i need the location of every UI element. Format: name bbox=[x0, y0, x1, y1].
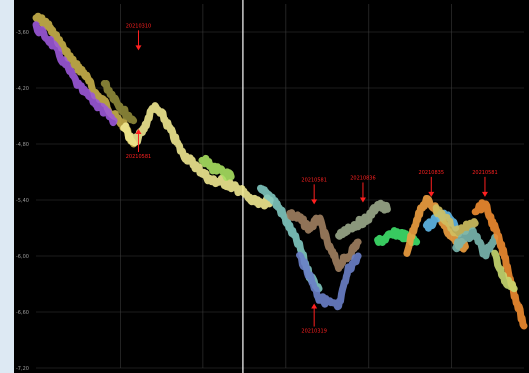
annotation-arrow-head bbox=[135, 45, 142, 51]
series-band-1 bbox=[32, 21, 118, 127]
series-layer bbox=[32, 12, 528, 330]
annotation-arrow-head bbox=[359, 197, 366, 203]
series-band-15 bbox=[491, 249, 518, 293]
series-band-8 bbox=[335, 199, 391, 240]
series-band-0 bbox=[32, 12, 138, 148]
y-tick-label: -4,80 bbox=[16, 142, 29, 148]
series-band-12 bbox=[432, 204, 479, 238]
chart-svg: -3,60 -4,20 -4,80 -5,40 -6,00 -6,60 -7,20 2021… bbox=[16, 0, 528, 373]
annotation-label: 20210835 bbox=[419, 170, 444, 176]
annotation-label: 20210319 bbox=[301, 329, 326, 335]
plot-area: -3,60 -4,20 -4,80 -5,40 -6,00 -6,60 -7,20 2021… bbox=[14, 0, 529, 373]
grid-layer bbox=[36, 0, 524, 373]
annotation-label: 20210581 bbox=[301, 177, 326, 183]
series-band-2 bbox=[100, 80, 138, 125]
annotation-label: 20210581 bbox=[126, 154, 151, 160]
series-band-6 bbox=[286, 209, 362, 272]
annotation-arrow-head bbox=[481, 191, 488, 197]
annotation-layer: 20210310 20210581 20210581 20210836 20210835… bbox=[126, 23, 498, 334]
y-tick-label: -6,00 bbox=[16, 254, 29, 260]
y-tick-label: -7,20 bbox=[16, 366, 29, 372]
series-band-4 bbox=[198, 154, 235, 181]
annotation-arrow-head bbox=[311, 303, 318, 309]
series-band-13 bbox=[452, 227, 499, 260]
annotation-arrow-head bbox=[428, 191, 435, 197]
annotation-arrow-head bbox=[135, 129, 142, 134]
annotation-label: 20210310 bbox=[126, 23, 151, 29]
series-band-3 bbox=[120, 102, 274, 210]
y-tick-label: -3,60 bbox=[16, 30, 29, 36]
y-tick-label: -5,40 bbox=[16, 198, 29, 204]
annotation-label: 20210581 bbox=[472, 170, 497, 176]
series-band-14 bbox=[471, 199, 528, 330]
y-tick-label: -6,60 bbox=[16, 310, 29, 316]
tick-layer: -3,60 -4,20 -4,80 -5,40 -6,00 -6,60 -7,20 bbox=[16, 30, 29, 372]
annotation-arrow-head bbox=[311, 199, 318, 205]
series-band-7 bbox=[296, 251, 362, 311]
annotation-label: 20210836 bbox=[350, 175, 375, 181]
y-tick-label: -4,20 bbox=[16, 86, 29, 92]
